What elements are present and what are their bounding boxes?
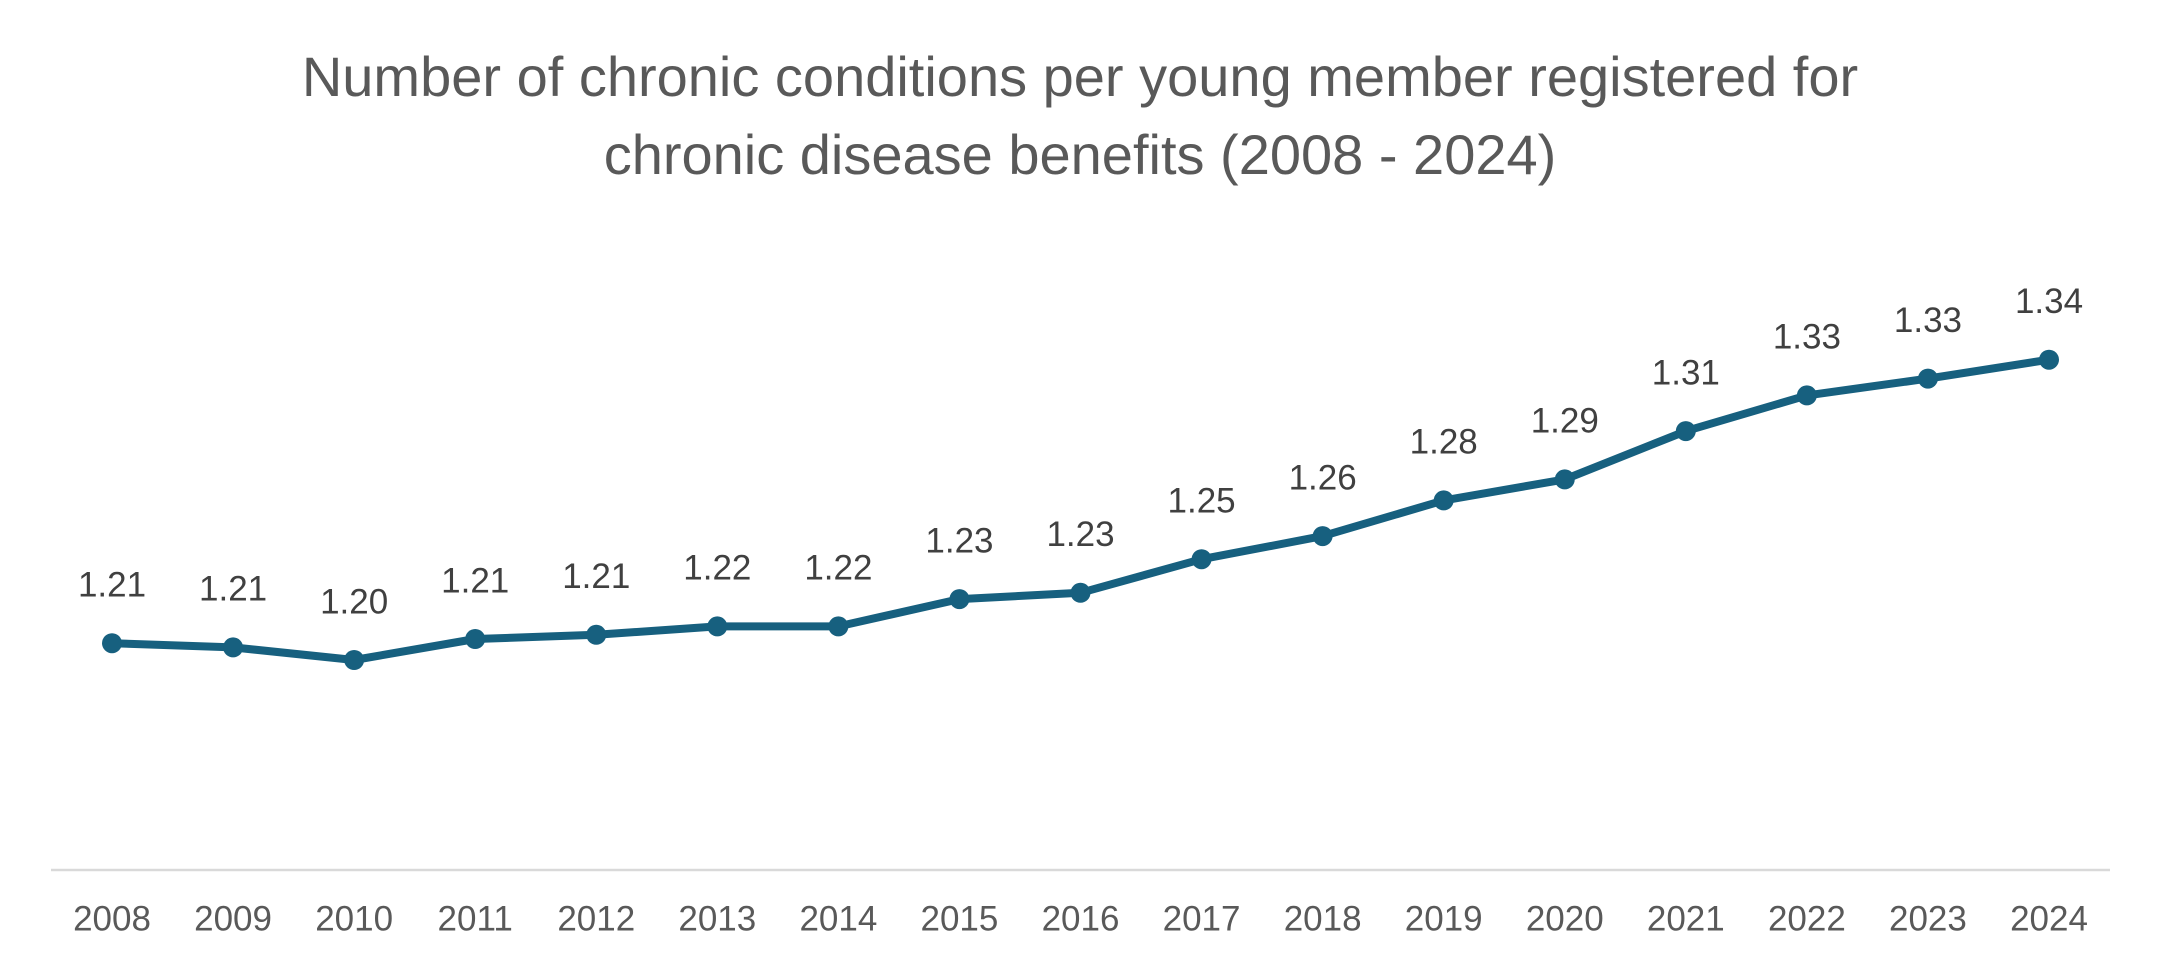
x-tick-label: 2013 bbox=[678, 899, 756, 938]
data-label: 1.25 bbox=[1168, 481, 1236, 520]
marker bbox=[828, 616, 849, 637]
marker bbox=[1191, 549, 1212, 570]
x-tick-label: 2012 bbox=[557, 899, 635, 938]
data-label: 1.20 bbox=[320, 582, 388, 621]
data-label: 1.21 bbox=[441, 561, 509, 600]
data-label: 1.22 bbox=[683, 549, 751, 588]
x-tick-label: 2009 bbox=[194, 899, 272, 938]
marker bbox=[2039, 349, 2059, 370]
marker bbox=[1312, 526, 1333, 547]
marker bbox=[1675, 421, 1696, 442]
data-label: 1.23 bbox=[925, 521, 993, 560]
x-tick-label: 2016 bbox=[1042, 899, 1120, 938]
marker bbox=[465, 629, 486, 649]
x-tick-label: 2015 bbox=[921, 899, 999, 938]
x-tick-label: 2019 bbox=[1405, 899, 1483, 938]
x-tick-label: 2017 bbox=[1163, 899, 1241, 938]
data-label: 1.33 bbox=[1773, 318, 1841, 357]
x-tick-label: 2014 bbox=[799, 899, 877, 938]
marker bbox=[1433, 490, 1454, 511]
x-tick-label: 2010 bbox=[315, 899, 393, 938]
data-label: 1.29 bbox=[1531, 402, 1599, 441]
data-label: 1.22 bbox=[804, 549, 872, 588]
marker bbox=[102, 633, 122, 654]
chart-title: Number of chronic conditions per young m… bbox=[301, 45, 1859, 186]
data-label: 1.23 bbox=[1046, 515, 1114, 554]
marker bbox=[1070, 582, 1091, 603]
x-tick-label: 2008 bbox=[73, 899, 151, 938]
data-label: 1.31 bbox=[1652, 353, 1720, 392]
marker bbox=[344, 650, 365, 670]
x-tick-label: 2011 bbox=[438, 899, 513, 938]
x-tick-label: 2023 bbox=[1889, 899, 1967, 938]
x-tick-label: 2020 bbox=[1526, 899, 1604, 938]
x-tick-label: 2018 bbox=[1284, 899, 1362, 938]
marker bbox=[223, 637, 244, 658]
x-tick-label: 2024 bbox=[2010, 899, 2088, 938]
data-label: 1.33 bbox=[1894, 301, 1962, 340]
line bbox=[111, 355, 2050, 664]
data-label: 1.21 bbox=[562, 557, 630, 596]
data-label: 1.21 bbox=[78, 565, 146, 604]
marker bbox=[707, 616, 728, 637]
data-label: 1.34 bbox=[2015, 282, 2083, 321]
marker bbox=[1917, 368, 1938, 389]
x-tick-label: 2022 bbox=[1768, 899, 1846, 938]
marker bbox=[949, 589, 970, 610]
marker bbox=[1796, 385, 1817, 406]
x-tick-label: 2021 bbox=[1647, 899, 1725, 938]
marker bbox=[1554, 469, 1575, 490]
marker bbox=[586, 624, 607, 645]
data-label: 1.21 bbox=[199, 570, 267, 609]
data-label: 1.28 bbox=[1410, 423, 1478, 462]
data-label: 1.26 bbox=[1289, 458, 1357, 497]
